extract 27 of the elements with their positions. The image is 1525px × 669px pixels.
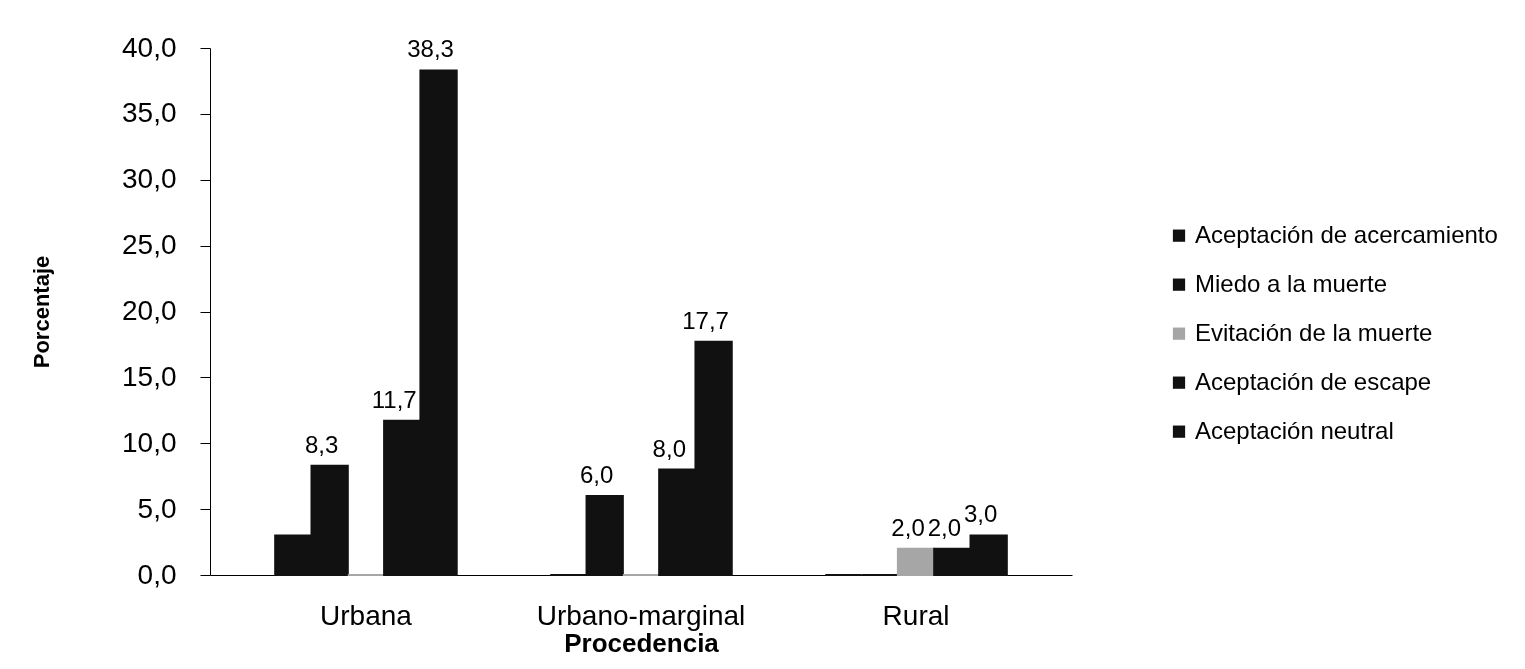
x-tick-label: Urbano-marginal: [536, 599, 746, 631]
legend-label: Evitación de la muerte: [1195, 318, 1433, 346]
y-tick-label: 0,0: [137, 558, 177, 590]
x-tick-label: Rural: [882, 599, 950, 631]
data-label: 11,7: [371, 385, 417, 413]
y-tick-label: 10,0: [122, 426, 177, 458]
y-tick-label: 35,0: [122, 97, 177, 129]
data-label: 2,0: [891, 513, 925, 541]
y-tick-label: 5,0: [137, 492, 177, 524]
legend-label: Aceptación neutral: [1195, 416, 1394, 444]
data-label: 17,7: [682, 306, 729, 334]
data-label: 8,0: [652, 434, 686, 462]
y-tick-label: 25,0: [122, 229, 177, 261]
data-label: 8,3: [304, 430, 339, 458]
y-tick-label: 40,0: [122, 31, 177, 63]
legend-label: Aceptación de acercamiento: [1195, 220, 1498, 248]
data-label: 6,0: [580, 460, 614, 488]
data-label: 3,0: [963, 500, 998, 528]
legend-label: Aceptación de escape: [1195, 367, 1432, 395]
legend-label: Miedo a la muerte: [1195, 269, 1388, 297]
y-tick-label: 15,0: [122, 360, 177, 392]
x-tick-label: Urbana: [320, 599, 413, 631]
y-tick-label: 30,0: [122, 163, 177, 195]
y-tick-label: 20,0: [122, 295, 177, 326]
y-axis-title: Porcentaje: [29, 255, 54, 369]
data-label: 2,0: [927, 513, 962, 541]
data-label: 38,3: [407, 35, 454, 63]
